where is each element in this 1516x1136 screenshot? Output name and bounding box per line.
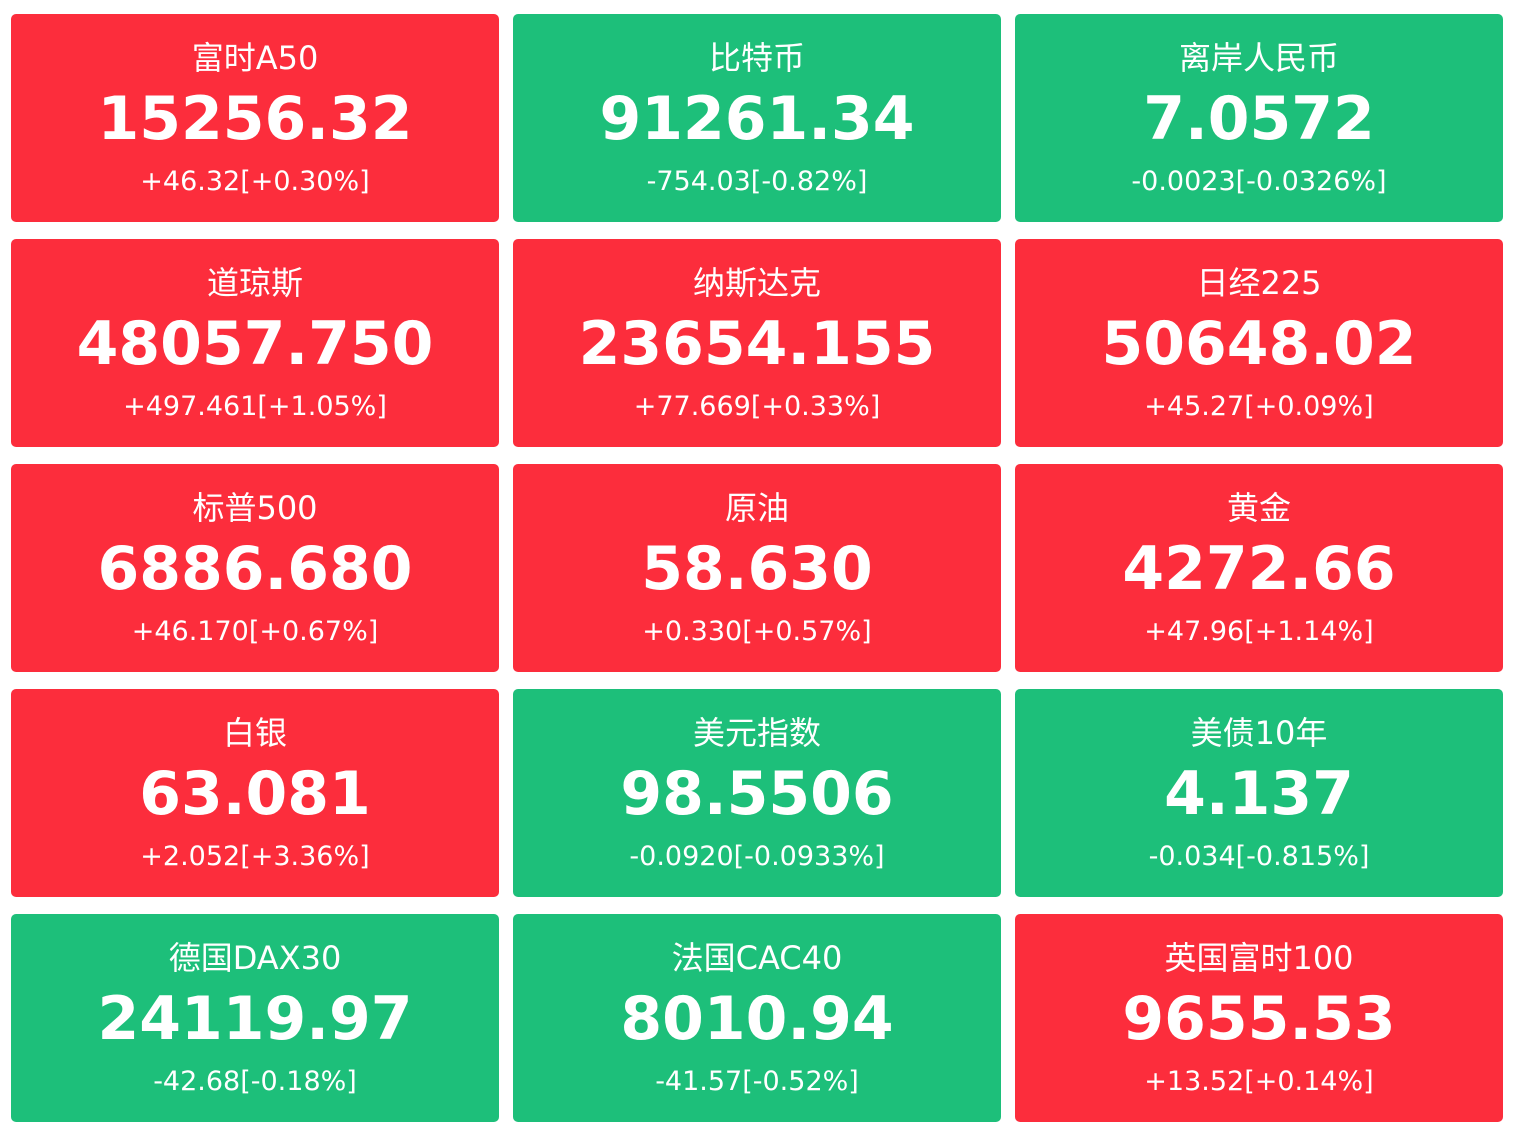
quote-change: +497.461[+1.05%] <box>123 391 387 422</box>
quote-price: 50648.02 <box>1101 309 1417 379</box>
quote-price: 63.081 <box>139 759 371 829</box>
quote-change: -0.0920[-0.0933%] <box>629 841 885 872</box>
quote-tile: 黄金 4272.66 +47.96[+1.14%] <box>1015 464 1503 672</box>
quote-tile: 美元指数 98.5506 -0.0920[-0.0933%] <box>513 689 1001 897</box>
quote-price: 24119.97 <box>97 984 413 1054</box>
quote-name: 道琼斯 <box>206 264 303 302</box>
quote-tile: 日经225 50648.02 +45.27[+0.09%] <box>1015 239 1503 447</box>
quote-change: +46.32[+0.30%] <box>140 166 370 197</box>
quote-change: +45.27[+0.09%] <box>1144 391 1374 422</box>
quote-name: 黄金 <box>1226 489 1291 527</box>
quote-name: 英国富时100 <box>1164 939 1354 977</box>
quote-name: 美债10年 <box>1190 714 1328 752</box>
quote-change: -41.57[-0.52%] <box>655 1066 859 1097</box>
quote-price: 23654.155 <box>578 309 936 379</box>
quote-tile: 德国DAX30 24119.97 -42.68[-0.18%] <box>11 914 499 1122</box>
quote-name: 白银 <box>222 714 287 752</box>
quote-change: -42.68[-0.18%] <box>153 1066 357 1097</box>
quote-change: +0.330[+0.57%] <box>642 616 872 647</box>
quote-change: +46.170[+0.67%] <box>131 616 379 647</box>
quote-change: +13.52[+0.14%] <box>1144 1066 1374 1097</box>
quote-change: +77.669[+0.33%] <box>633 391 881 422</box>
quote-name: 富时A50 <box>191 39 319 77</box>
quote-price: 8010.94 <box>620 984 894 1054</box>
quote-name: 美元指数 <box>692 714 821 752</box>
quote-tile: 标普500 6886.680 +46.170[+0.67%] <box>11 464 499 672</box>
quote-tile: 纳斯达克 23654.155 +77.669[+0.33%] <box>513 239 1001 447</box>
quote-price: 4.137 <box>1164 759 1354 829</box>
quote-tile: 富时A50 15256.32 +46.32[+0.30%] <box>11 14 499 222</box>
quote-name: 离岸人民币 <box>1178 39 1339 77</box>
quote-name: 比特币 <box>708 39 805 77</box>
quote-tile: 道琼斯 48057.750 +497.461[+1.05%] <box>11 239 499 447</box>
quote-price: 4272.66 <box>1122 534 1396 604</box>
quote-price: 6886.680 <box>97 534 413 604</box>
quote-name: 法国CAC40 <box>671 939 843 977</box>
quote-tile: 离岸人民币 7.0572 -0.0023[-0.0326%] <box>1015 14 1503 222</box>
quote-change: -0.0023[-0.0326%] <box>1131 166 1387 197</box>
quote-change: -0.034[-0.815%] <box>1148 841 1370 872</box>
quote-name: 德国DAX30 <box>168 939 342 977</box>
quote-price: 98.5506 <box>620 759 894 829</box>
quote-change: -754.03[-0.82%] <box>646 166 868 197</box>
quote-change: +47.96[+1.14%] <box>1144 616 1374 647</box>
quote-tile: 英国富时100 9655.53 +13.52[+0.14%] <box>1015 914 1503 1122</box>
quote-change: +2.052[+3.36%] <box>140 841 370 872</box>
quote-price: 15256.32 <box>97 84 413 154</box>
quote-price: 58.630 <box>641 534 873 604</box>
quote-price: 7.0572 <box>1143 84 1375 154</box>
quote-tile: 比特币 91261.34 -754.03[-0.82%] <box>513 14 1001 222</box>
quote-tile: 白银 63.081 +2.052[+3.36%] <box>11 689 499 897</box>
quote-name: 纳斯达克 <box>692 264 821 302</box>
quote-name: 标普500 <box>192 489 318 527</box>
quote-tile: 法国CAC40 8010.94 -41.57[-0.52%] <box>513 914 1001 1122</box>
quote-price: 91261.34 <box>599 84 915 154</box>
quote-name: 原油 <box>724 489 789 527</box>
quote-tile: 美债10年 4.137 -0.034[-0.815%] <box>1015 689 1503 897</box>
quote-tile: 原油 58.630 +0.330[+0.57%] <box>513 464 1001 672</box>
quote-price: 48057.750 <box>76 309 434 379</box>
quote-name: 日经225 <box>1196 264 1322 302</box>
quote-price: 9655.53 <box>1122 984 1396 1054</box>
